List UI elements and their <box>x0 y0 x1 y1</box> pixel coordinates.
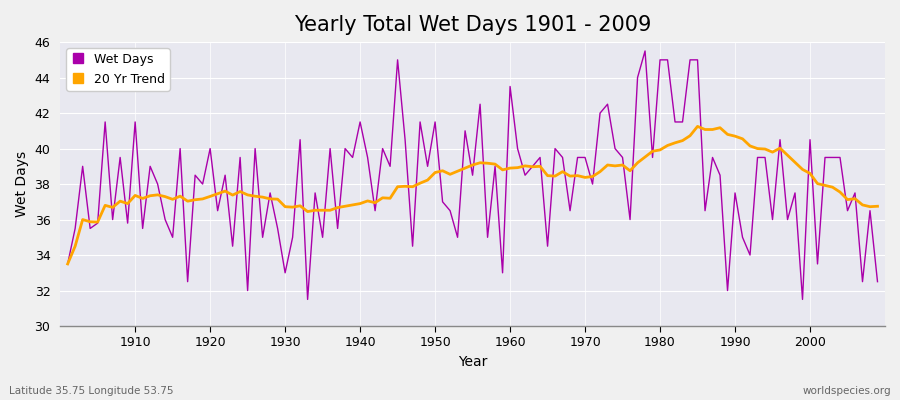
Wet Days <box>287 235 298 240</box>
20 Yr Trend <box>505 166 516 170</box>
Wet Days <box>62 262 73 266</box>
20 Yr Trend <box>122 201 133 206</box>
Line: 20 Yr Trend: 20 Yr Trend <box>68 126 878 264</box>
20 Yr Trend <box>497 168 508 172</box>
Wet Days <box>602 102 613 107</box>
Wet Days <box>122 221 133 226</box>
Text: Latitude 35.75 Longitude 53.75: Latitude 35.75 Longitude 53.75 <box>9 386 174 396</box>
Wet Days <box>872 279 883 284</box>
Wet Days <box>505 84 516 89</box>
Y-axis label: Wet Days: Wet Days <box>15 151 29 217</box>
Text: worldspecies.org: worldspecies.org <box>803 386 891 396</box>
Wet Days <box>640 48 651 53</box>
X-axis label: Year: Year <box>458 355 487 369</box>
20 Yr Trend <box>287 205 298 210</box>
Wet Days <box>339 146 350 151</box>
Legend: Wet Days, 20 Yr Trend: Wet Days, 20 Yr Trend <box>67 48 170 91</box>
20 Yr Trend <box>332 205 343 210</box>
20 Yr Trend <box>872 204 883 209</box>
20 Yr Trend <box>692 124 703 129</box>
20 Yr Trend <box>595 169 606 174</box>
20 Yr Trend <box>62 262 73 266</box>
Line: Wet Days: Wet Days <box>68 51 878 300</box>
Wet Days <box>512 146 523 151</box>
Title: Yearly Total Wet Days 1901 - 2009: Yearly Total Wet Days 1901 - 2009 <box>294 15 652 35</box>
Wet Days <box>302 297 313 302</box>
